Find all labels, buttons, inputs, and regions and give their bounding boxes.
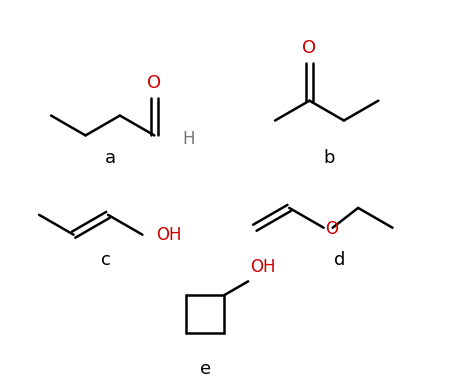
Text: a: a (105, 149, 116, 167)
Text: c: c (101, 251, 111, 268)
Text: b: b (324, 149, 335, 167)
Text: O: O (147, 74, 162, 92)
Text: e: e (199, 360, 211, 378)
Text: OH: OH (250, 258, 275, 276)
Text: O: O (324, 220, 338, 238)
Text: O: O (302, 39, 316, 57)
Text: OH: OH (156, 226, 182, 244)
Text: d: d (333, 251, 345, 268)
Text: H: H (182, 130, 195, 148)
